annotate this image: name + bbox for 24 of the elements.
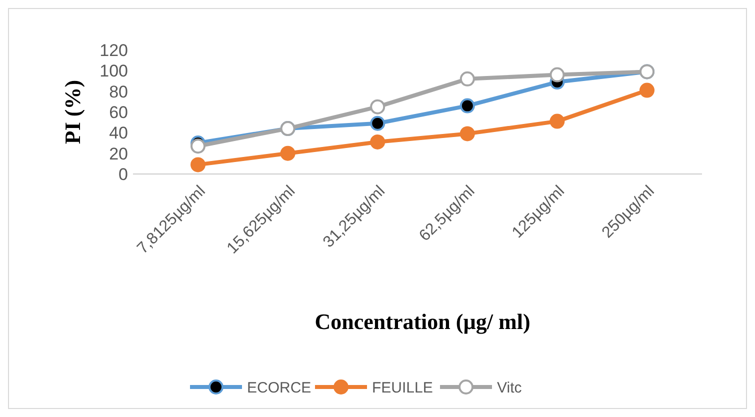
y-tick-label: 100: [100, 62, 128, 81]
y-axis-title: PI (%): [60, 80, 85, 144]
point: [280, 146, 296, 161]
x-axis-title: Concentration (µg/ ml): [314, 309, 530, 334]
y-tick-label: 20: [109, 144, 128, 164]
point: [460, 126, 475, 142]
point: [190, 138, 206, 154]
point: [460, 71, 475, 86]
y-tick-label: 40: [109, 124, 128, 143]
legend-label: FEUILLE: [372, 379, 433, 396]
legend-label: ECORCE: [247, 379, 312, 396]
point: [550, 67, 565, 82]
point: [460, 98, 475, 114]
y-tick-label: 80: [109, 82, 128, 102]
point: [190, 157, 206, 172]
point: [370, 99, 386, 114]
y-tick-label: 120: [100, 40, 128, 60]
point: [370, 134, 386, 150]
point: [370, 116, 386, 131]
legend-label: Vitc: [497, 379, 522, 396]
y-tick-label: 0: [118, 164, 128, 184]
y-tick-label: 60: [109, 102, 128, 122]
point: [550, 114, 565, 129]
point: [640, 82, 654, 98]
